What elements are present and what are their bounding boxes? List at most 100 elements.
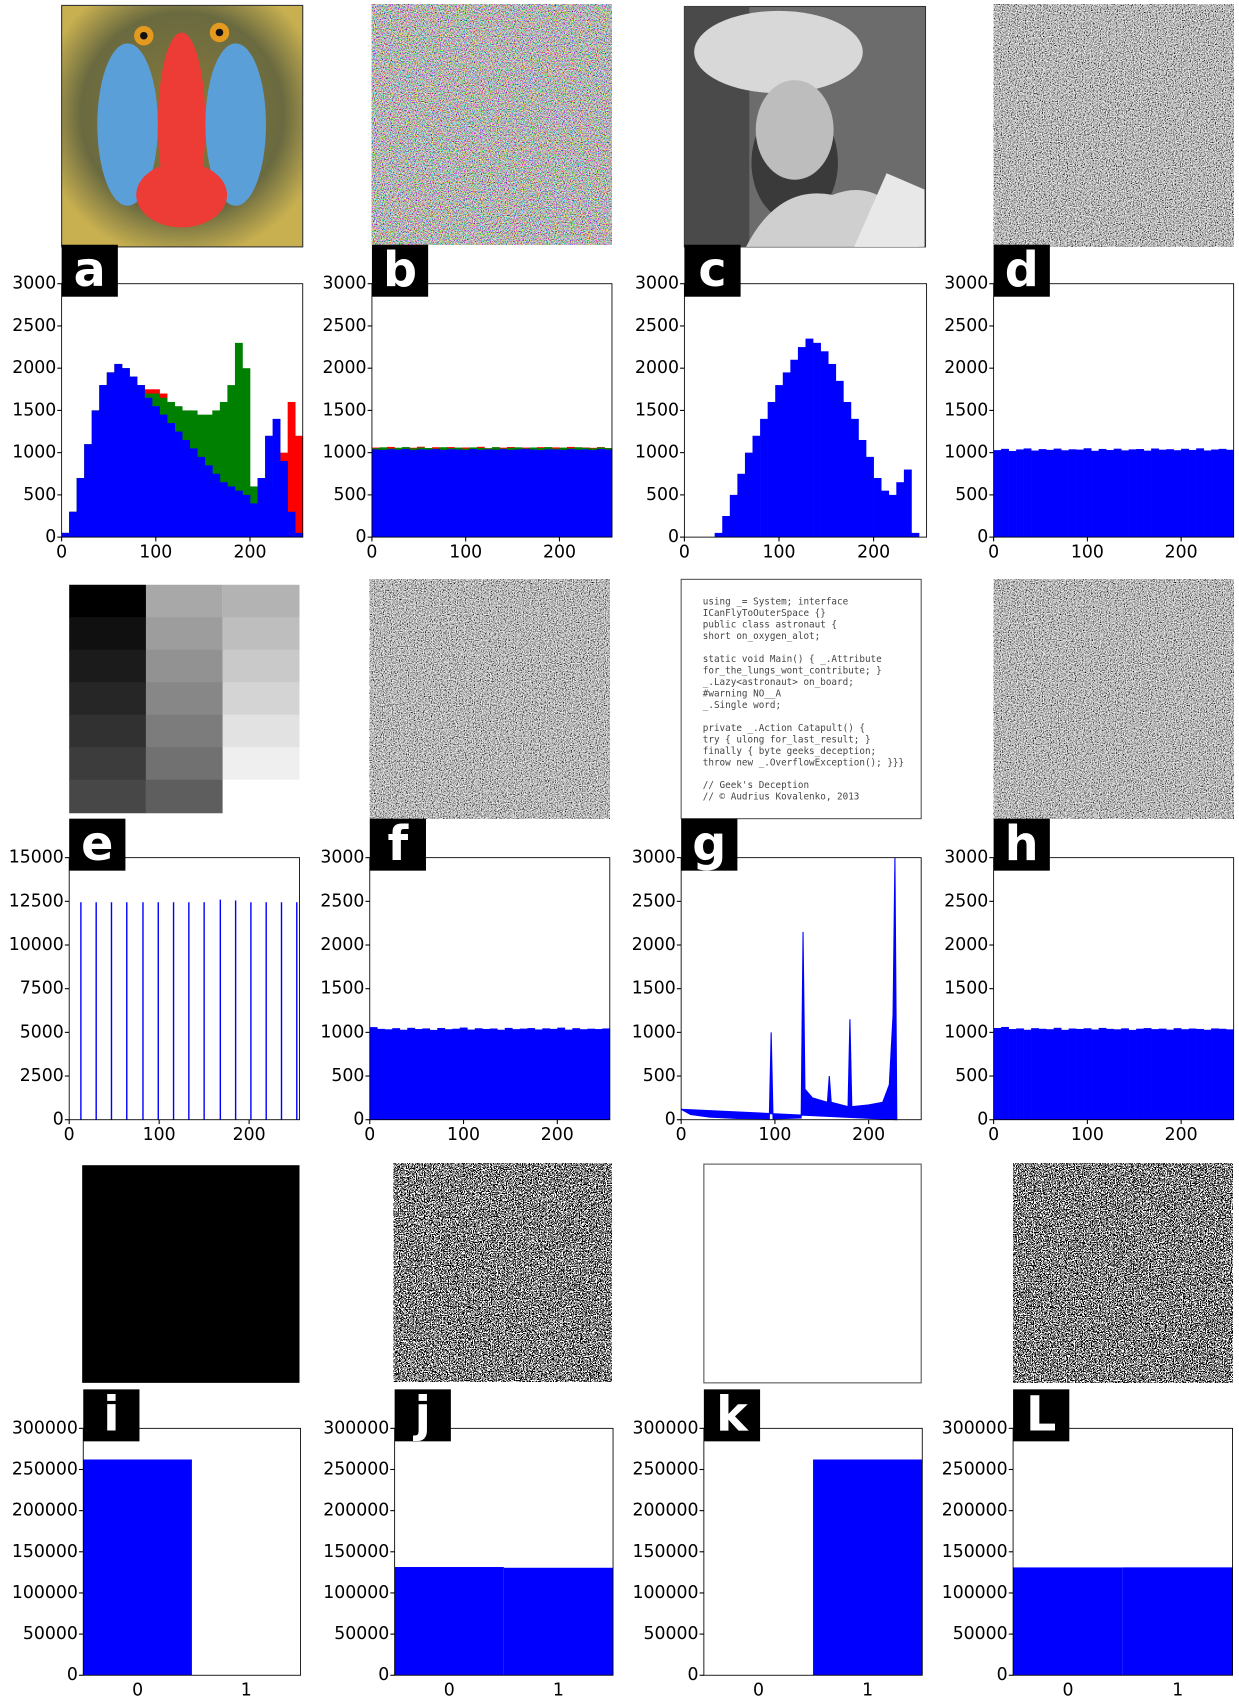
histogram-bar <box>1053 1027 1062 1120</box>
histogram-bar <box>551 449 560 538</box>
y-tick-label: 250000 <box>323 1459 389 1479</box>
x-tick-label: 100 <box>763 542 796 562</box>
histogram-bar <box>843 401 852 538</box>
y-tick-label: 500 <box>955 485 988 505</box>
histogram-bar <box>1188 449 1197 538</box>
panel-label: d <box>1005 243 1039 298</box>
histogram-bar <box>69 511 78 538</box>
x-tick-label: 100 <box>143 1125 176 1145</box>
histogram-bar <box>604 449 613 538</box>
bar <box>394 1567 504 1676</box>
cell <box>69 649 146 684</box>
x-tick-label: 200 <box>233 542 266 562</box>
x-tick-label: 0 <box>366 542 377 562</box>
histogram-bar <box>1038 1028 1047 1120</box>
x-tick-label: 0 <box>64 1125 75 1145</box>
y-tick-label: 2000 <box>323 358 367 378</box>
histogram-bar <box>242 494 251 538</box>
y-tick-label: 2500 <box>944 891 988 911</box>
histogram-bar <box>1091 450 1099 538</box>
histogram-bar <box>439 449 448 538</box>
x-tick-label: 0 <box>444 1680 455 1698</box>
code-line: static void Main() { _.Attribute <box>703 654 882 665</box>
y-tick-label: 100000 <box>942 1583 1008 1603</box>
x-tick-label: 200 <box>852 1125 885 1145</box>
face <box>755 80 834 180</box>
histogram-bar <box>828 363 837 538</box>
y-tick-label: 2000 <box>12 358 56 378</box>
histogram-bar <box>1106 450 1114 538</box>
histogram-bar <box>249 503 258 538</box>
histogram-bar <box>189 448 198 538</box>
histogram-bar <box>1098 448 1107 538</box>
chart: 0 500 1000 1500 2000 2500 3000 0 100 200 b <box>323 243 613 562</box>
histogram-bar <box>459 1027 468 1120</box>
histogram-bar <box>1218 1028 1227 1120</box>
histogram-bar <box>287 511 296 538</box>
histogram-bar <box>392 1028 401 1120</box>
histogram-bar <box>1038 449 1047 538</box>
histogram-bar <box>431 449 440 538</box>
histogram-bar <box>1098 1027 1107 1120</box>
bar <box>1013 1567 1123 1676</box>
y-tick-label: 2500 <box>944 316 988 336</box>
label-box <box>993 244 1050 297</box>
image-e <box>69 584 300 814</box>
panel-label: L <box>1026 1387 1056 1442</box>
image-L <box>1012 1162 1234 1384</box>
y-tick-label: 50000 <box>334 1624 389 1644</box>
y-tick-label: 0 <box>977 527 988 547</box>
histogram-bar <box>1061 450 1069 538</box>
histogram-bar <box>1181 448 1189 538</box>
histogram-bar <box>287 401 296 538</box>
histogram-bar <box>219 482 228 538</box>
y-tick-label: 3000 <box>323 274 367 294</box>
histogram-bar <box>484 449 493 538</box>
y-tick-label: 300000 <box>323 1418 389 1438</box>
histogram-bar <box>1211 1028 1219 1120</box>
histogram-bar <box>1166 1029 1174 1120</box>
y-tick-label: 0 <box>997 1665 1008 1685</box>
histogram-bar <box>99 385 108 538</box>
histogram-bar <box>1121 1028 1129 1120</box>
y-tick-label: 1000 <box>323 443 367 463</box>
histogram-bar <box>797 347 806 538</box>
cell <box>145 714 223 749</box>
panels: using _= System; interfaceICanFlyToOuter… <box>9 3 1235 1698</box>
y-tick-label: 1000 <box>12 443 56 463</box>
chart: 0 500 1000 1500 2000 2500 3000 0 100 200 f <box>320 817 611 1145</box>
histogram-bar <box>873 477 882 538</box>
histogram-bar <box>1136 449 1144 538</box>
histogram-bar <box>106 372 115 538</box>
histogram-bar <box>835 380 844 538</box>
cell <box>145 747 223 781</box>
histogram-bar <box>536 450 545 538</box>
histogram-bar <box>1151 448 1159 538</box>
y-tick-label: 1500 <box>12 400 56 420</box>
histogram-bar <box>91 410 100 538</box>
histogram-bar <box>903 469 912 538</box>
histogram-bar <box>574 449 583 538</box>
cell <box>222 747 300 781</box>
y-tick-label: 100000 <box>632 1583 698 1603</box>
histogram-bar <box>896 482 905 538</box>
y-tick-label: 500 <box>23 485 56 505</box>
histogram-bar <box>454 449 463 538</box>
histogram-bar <box>452 1028 461 1120</box>
histogram-bar <box>414 1029 423 1120</box>
code-text: using _= System; interfaceICanFlyToOuter… <box>703 597 904 803</box>
cell <box>145 779 223 814</box>
histogram-bar <box>1196 1028 1204 1120</box>
panel-label: c <box>698 243 726 298</box>
chart: 0 500 1000 1500 2000 2500 3000 0 100 200 g <box>632 817 922 1145</box>
y-tick-label: 1000 <box>944 443 988 463</box>
histogram-bar <box>888 494 897 538</box>
image-k <box>703 1163 922 1384</box>
y-tick-label: 15000 <box>9 848 64 868</box>
x-tick-label: 0 <box>676 1125 687 1145</box>
cell <box>222 779 300 814</box>
histogram-bar <box>722 516 731 538</box>
y-tick-label: 0 <box>977 1110 988 1130</box>
histogram-bar <box>744 452 753 538</box>
histogram-bar <box>482 1028 491 1120</box>
